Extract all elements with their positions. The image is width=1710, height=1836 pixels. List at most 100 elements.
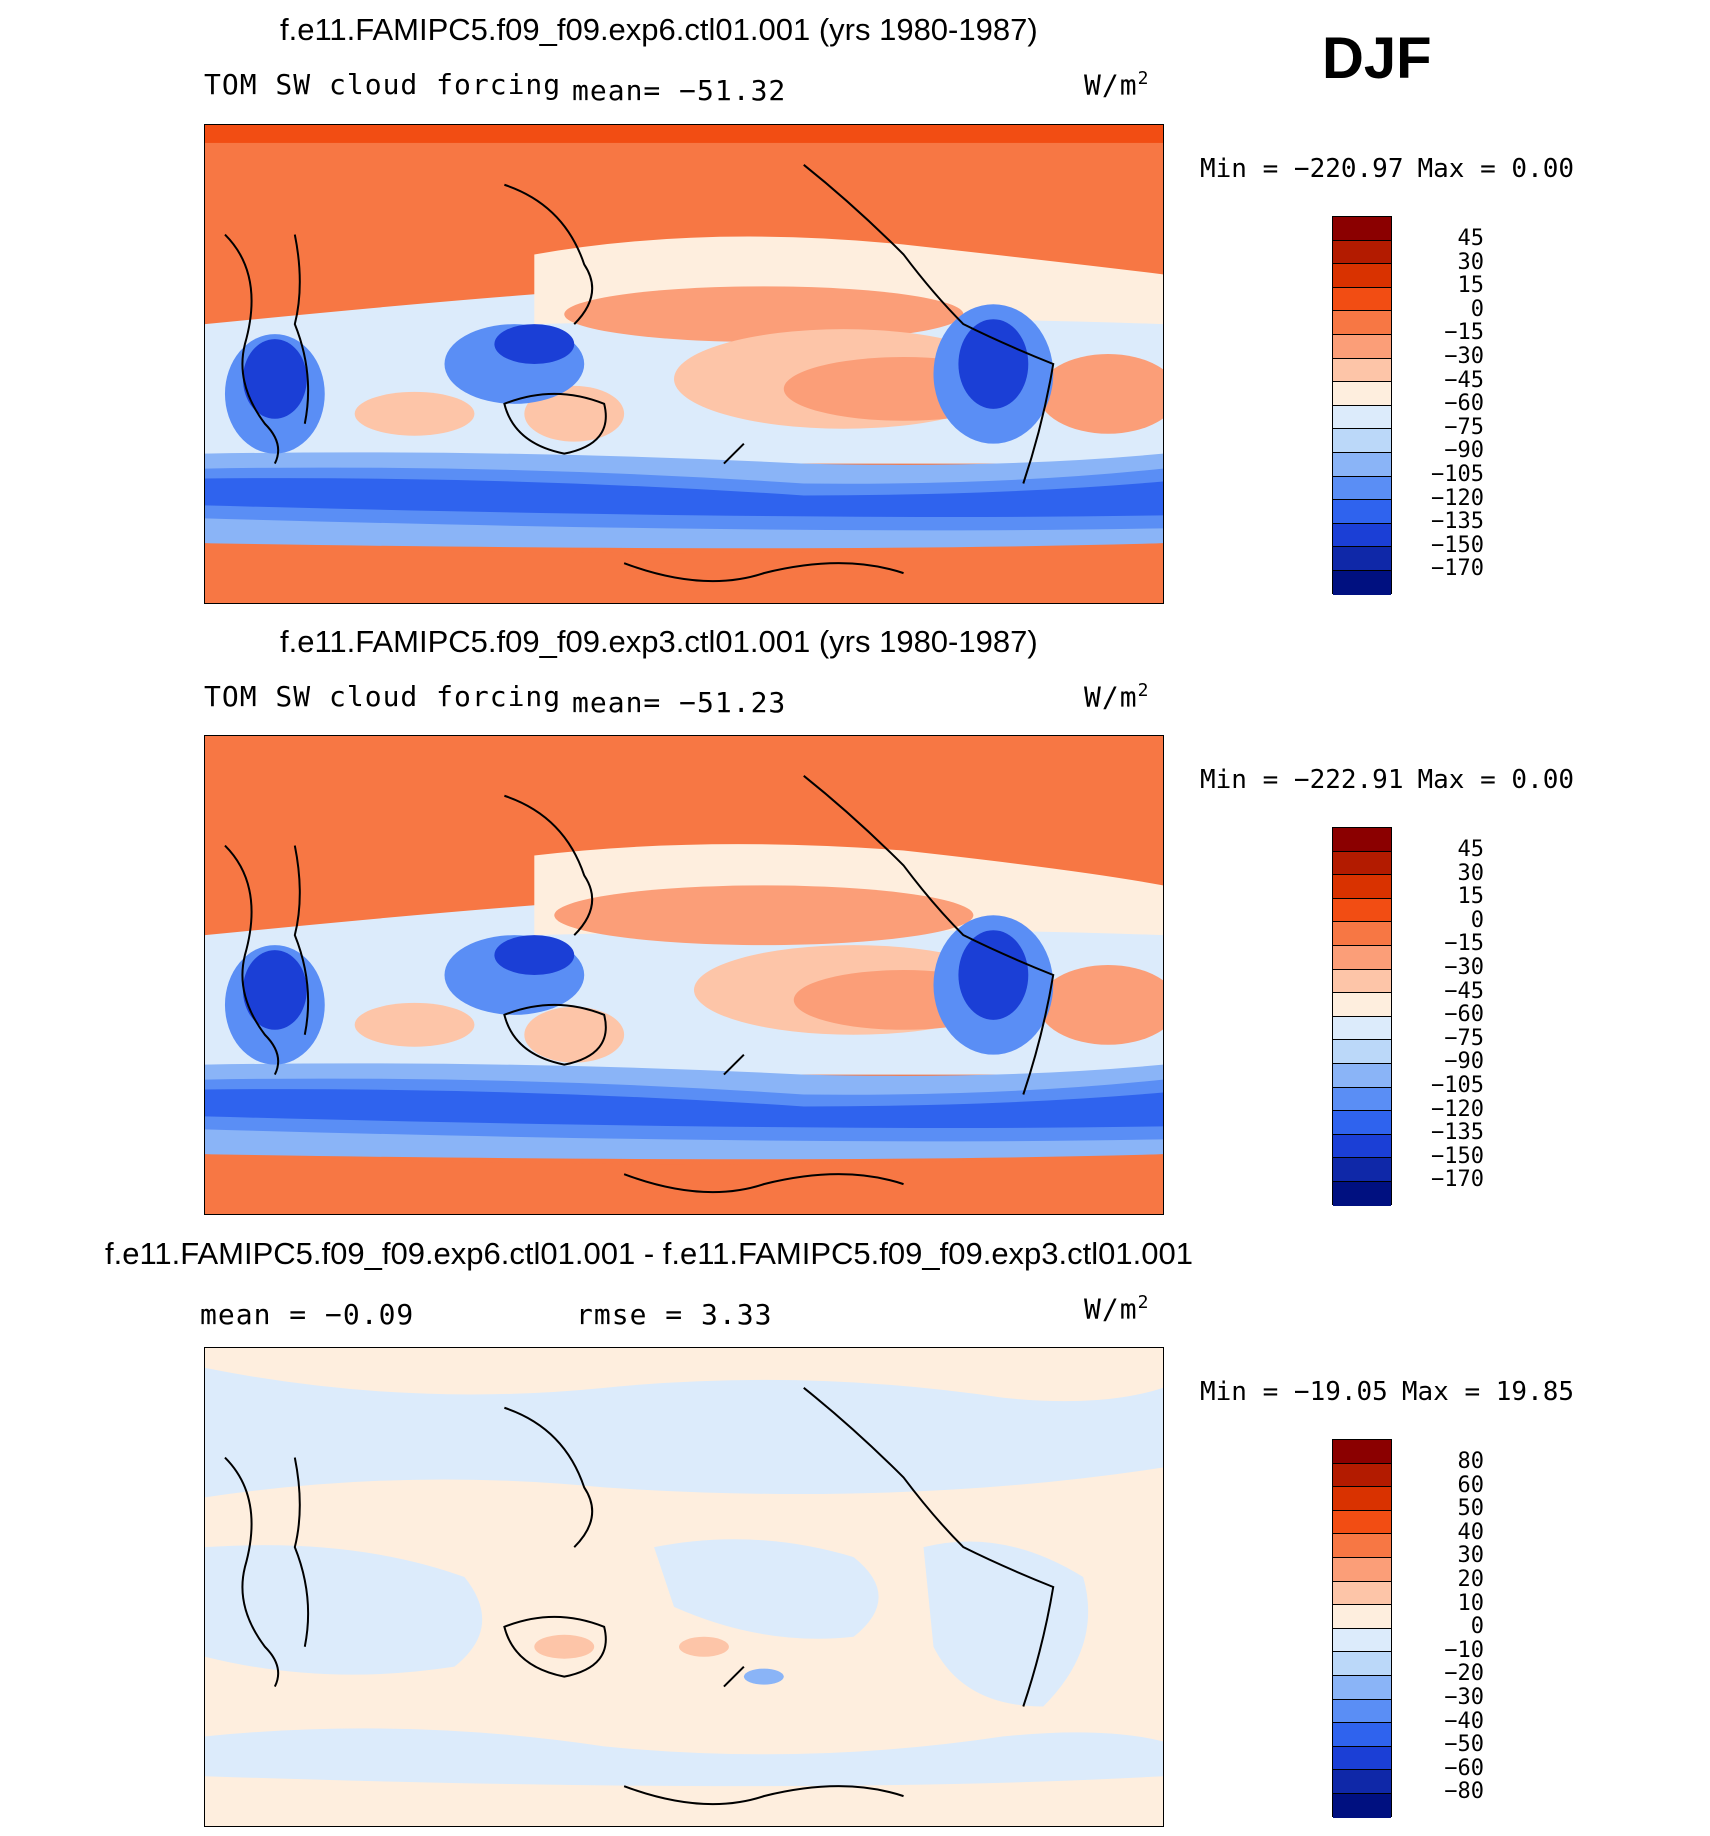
panel-2-colorbar-box xyxy=(1333,1134,1391,1159)
panel-1-colorbar-box xyxy=(1333,217,1391,241)
panel-2-colorbar-label: −170 xyxy=(1431,1167,1484,1193)
panel-2-colorbar-box xyxy=(1333,828,1391,852)
panel-3-colorbar-box xyxy=(1333,1723,1391,1747)
panel-2-variable-label: TOM SW cloud forcing xyxy=(204,680,562,713)
units-text: W/m xyxy=(1084,68,1138,102)
panel-3-rmse-label: rmse = 3.33 xyxy=(576,1298,773,1331)
panel-3-colorbar-box xyxy=(1333,1675,1391,1700)
panel-1-variable-label: TOM SW cloud forcing xyxy=(204,68,562,101)
panel-2-colorbar-label: −90 xyxy=(1444,1049,1484,1075)
units-superscript: 2 xyxy=(1137,1292,1150,1313)
panel-3-colorbar-label: 40 xyxy=(1457,1519,1485,1545)
panel-3-title: f.e11.FAMIPC5.f09_f09.exp6.ctl01.001 - f… xyxy=(105,1236,1193,1271)
panel-1-colorbar-box xyxy=(1333,570,1391,595)
panel-2-title: f.e11.FAMIPC5.f09_f09.exp3.ctl01.001 (yr… xyxy=(280,624,1038,659)
panel-1-colorbar-box xyxy=(1333,264,1391,288)
panel-1-colorbar-label: −60 xyxy=(1444,391,1484,417)
panel-2-colorbar-box xyxy=(1333,945,1391,970)
panel-1-colorbar-label: −150 xyxy=(1431,532,1484,558)
units-text: W/m xyxy=(1084,1292,1138,1326)
panel-2-colorbar-box xyxy=(1333,1040,1391,1064)
panel-2-mean-label: mean= −51.23 xyxy=(572,686,787,719)
panel-1-colorbar-label: −105 xyxy=(1431,462,1484,487)
panel-1-colorbar-label: −135 xyxy=(1431,509,1484,535)
panel-2-colorbar-box xyxy=(1333,922,1391,946)
panel-1-colorbar-label: −90 xyxy=(1444,438,1484,464)
panel-3-colorbar-label: −30 xyxy=(1444,1685,1484,1710)
panel-2-colorbar-label: −15 xyxy=(1444,931,1484,957)
panel-3-colorbar-box xyxy=(1333,1699,1391,1724)
panel-1-min: Min = −220.97 xyxy=(1200,154,1404,184)
panel-3-map xyxy=(204,1347,1164,1827)
panel-1-colorbar-label: 30 xyxy=(1457,249,1485,275)
panel-1-colorbar-label: 15 xyxy=(1457,273,1485,299)
panel-3-colorbar-label: 20 xyxy=(1457,1567,1485,1592)
season-label: DJF xyxy=(1322,26,1432,91)
panel-2-colorbar-label: −135 xyxy=(1431,1120,1484,1146)
panel-3-colorbar-box xyxy=(1333,1534,1391,1558)
panel-1-colorbar-box xyxy=(1333,500,1391,524)
units-superscript: 2 xyxy=(1137,680,1150,701)
panel-1-units: W/m2 xyxy=(1084,68,1149,101)
panel-2-colorbar-box xyxy=(1333,1016,1391,1041)
panel-1-title: f.e11.FAMIPC5.f09_f09.exp6.ctl01.001 (yr… xyxy=(280,12,1038,47)
panel-3-colorbar-label: 0 xyxy=(1470,1614,1484,1640)
panel-2-colorbar-label: −45 xyxy=(1444,978,1484,1004)
panel-3-colorbar-box xyxy=(1333,1652,1391,1676)
panel-2-colorbar-box xyxy=(1333,875,1391,899)
panel-3-colorbar-label: 60 xyxy=(1457,1472,1485,1498)
panel-3-colorbar-box xyxy=(1333,1557,1391,1582)
panel-1-colorbar-box xyxy=(1333,452,1391,477)
panel-3-colorbar-box xyxy=(1333,1463,1391,1488)
panel-1-max: Max = 0.00 xyxy=(1417,154,1575,184)
panel-1-colorbar-box xyxy=(1333,405,1391,430)
panel-2-max: Max = 0.00 xyxy=(1417,765,1575,795)
panel-2-colorbar-label: −105 xyxy=(1431,1073,1484,1098)
panel-3-colorbar-box xyxy=(1333,1770,1391,1794)
panel-3-colorbar-box xyxy=(1333,1793,1391,1818)
panel-3-minmax: Min = −19.05 Max = 19.85 xyxy=(1200,1377,1588,1407)
panel-1-map xyxy=(204,124,1164,604)
panel-2-colorbar-label: −75 xyxy=(1444,1025,1484,1051)
panel-2-colorbar-label: 0 xyxy=(1470,907,1484,933)
panel-2-colorbar-label: −150 xyxy=(1431,1143,1484,1169)
panel-3-colorbar-label: 50 xyxy=(1457,1496,1485,1522)
panel-1-colorbar-box xyxy=(1333,429,1391,453)
panel-2-colorbar-label: −30 xyxy=(1444,955,1484,980)
panel-1-colorbar-box xyxy=(1333,382,1391,406)
panel-3-colorbar-box xyxy=(1333,1628,1391,1653)
panel-3-colorbar-label: −50 xyxy=(1444,1732,1484,1758)
panel-2-colorbar-label: 15 xyxy=(1457,884,1485,910)
panel-3-colorbar-label: 30 xyxy=(1457,1543,1485,1569)
panel-3-colorbar-label: 10 xyxy=(1457,1590,1485,1616)
panel-1-colorbar-label: 45 xyxy=(1457,226,1485,251)
panel-1-colorbar-label: −75 xyxy=(1444,414,1484,440)
panel-3-colorbar xyxy=(1332,1439,1392,1818)
panel-3-units: W/m2 xyxy=(1084,1292,1149,1325)
panel-1-colorbar-box xyxy=(1333,523,1391,548)
panel-1-colorbar-label: 0 xyxy=(1470,296,1484,322)
panel-3-colorbar-label: −10 xyxy=(1444,1637,1484,1663)
panel-3-colorbar-label: −20 xyxy=(1444,1661,1484,1687)
panel-1-colorbar-box xyxy=(1333,358,1391,383)
panel-1-colorbar xyxy=(1332,216,1392,595)
panel-2-colorbar-label: −60 xyxy=(1444,1002,1484,1028)
panel-3-colorbar-label: −40 xyxy=(1444,1708,1484,1734)
panel-3-min: Min = −19.05 xyxy=(1200,1377,1388,1407)
panel-3-colorbar-label: −60 xyxy=(1444,1755,1484,1781)
panel-3-colorbar-label: −80 xyxy=(1444,1779,1484,1805)
panel-1-colorbar-box xyxy=(1333,334,1391,359)
panel-2-colorbar xyxy=(1332,827,1392,1206)
panel-3-max: Max = 19.85 xyxy=(1401,1377,1575,1407)
panel-3-colorbar-box xyxy=(1333,1487,1391,1511)
panel-1-colorbar-box xyxy=(1333,311,1391,335)
panel-1-colorbar-label: −15 xyxy=(1444,320,1484,346)
panel-1-colorbar-label: −30 xyxy=(1444,344,1484,369)
panel-2-colorbar-label: 30 xyxy=(1457,860,1485,886)
panel-2-colorbar-box xyxy=(1333,1181,1391,1206)
panel-2-units: W/m2 xyxy=(1084,680,1149,713)
panel-1-colorbar-box xyxy=(1333,240,1391,265)
panel-2-colorbar-box xyxy=(1333,969,1391,994)
panel-1-mean-label: mean= −51.32 xyxy=(572,74,787,107)
panel-3-colorbar-box xyxy=(1333,1510,1391,1535)
